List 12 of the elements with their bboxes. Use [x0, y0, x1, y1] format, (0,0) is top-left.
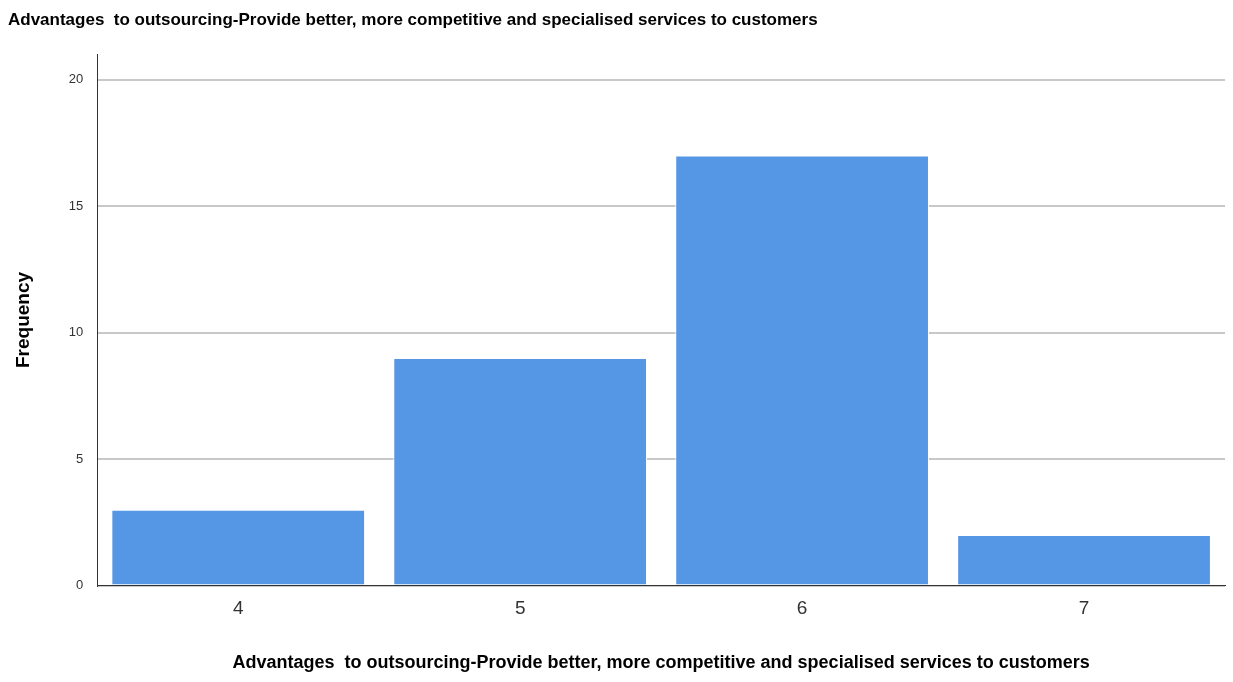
chart-title: Advantages to outsourcing-Provide better, more competitive and specialised services to customers — [8, 9, 818, 29]
x-tick-label: 5 — [514, 597, 526, 619]
y-tick-label: 15 — [68, 197, 84, 213]
x-tick-label: 4 — [232, 597, 244, 619]
y-tick-label: 5 — [76, 450, 84, 466]
y-tick-label: 20 — [68, 71, 84, 87]
x-tick-label: 7 — [1078, 597, 1090, 619]
y-tick-label: 0 — [76, 577, 84, 593]
y-axis-title: Frequency — [11, 271, 33, 369]
y-tick-label: 10 — [68, 324, 84, 340]
x-tick-label: 6 — [796, 597, 808, 619]
x-axis-title: Advantages to outsourcing-Provide better, more competitive and specialised services to customers — [232, 652, 1090, 673]
